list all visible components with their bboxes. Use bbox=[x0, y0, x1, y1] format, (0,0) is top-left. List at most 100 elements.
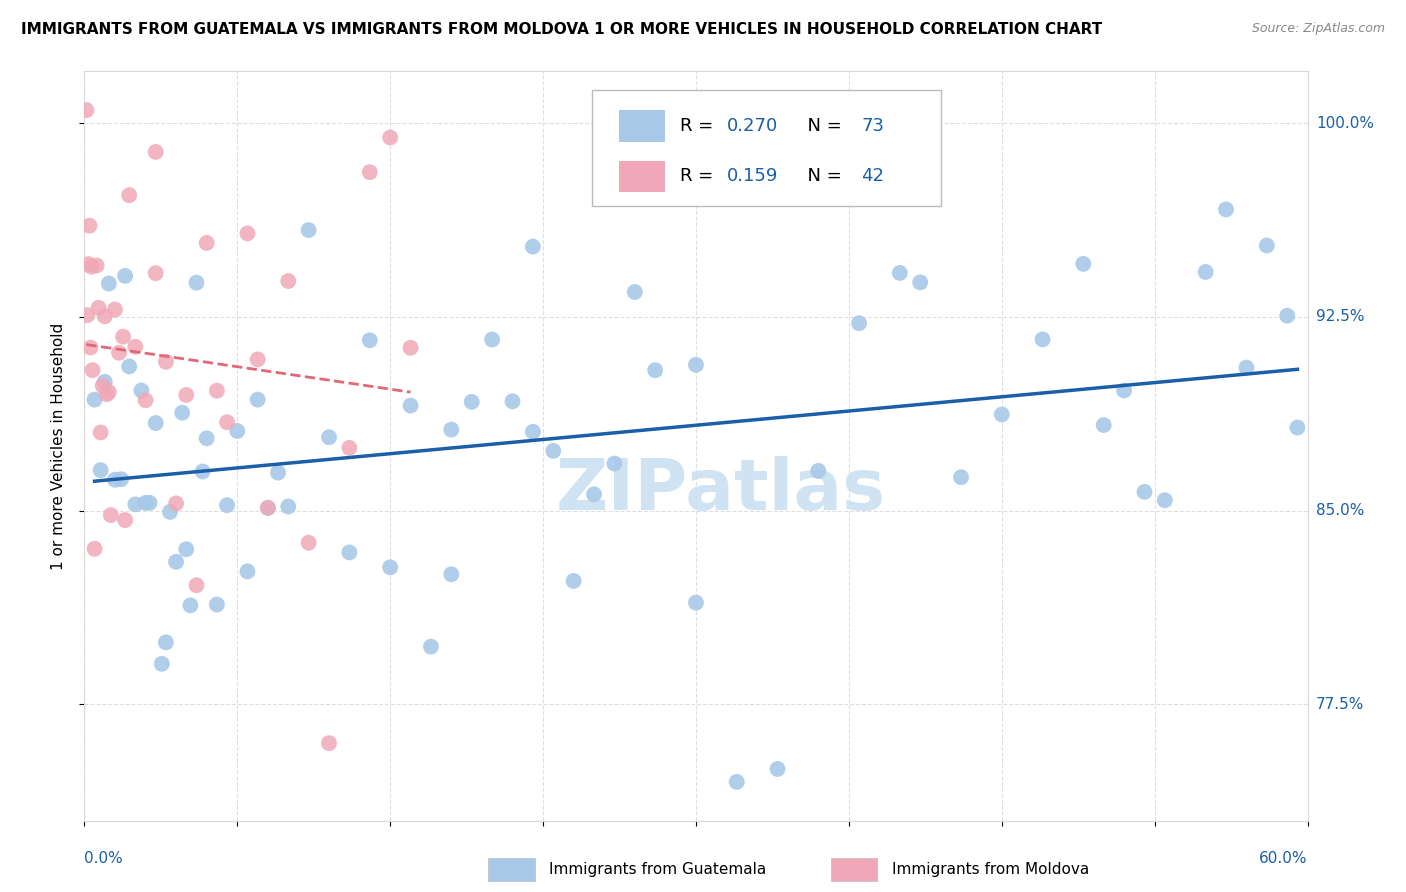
Point bbox=[186, 578, 208, 592]
Point bbox=[135, 496, 157, 510]
Point bbox=[380, 560, 402, 574]
Point bbox=[522, 425, 544, 439]
Point bbox=[481, 333, 503, 347]
Point bbox=[93, 310, 115, 324]
Point bbox=[86, 259, 108, 273]
FancyBboxPatch shape bbox=[619, 161, 665, 192]
Text: Source: ZipAtlas.com: Source: ZipAtlas.com bbox=[1251, 22, 1385, 36]
Text: Immigrants from Moldova: Immigrants from Moldova bbox=[891, 862, 1088, 877]
Point bbox=[359, 165, 381, 179]
Point bbox=[910, 276, 932, 290]
Text: 85.0%: 85.0% bbox=[1316, 503, 1364, 518]
Point bbox=[110, 472, 132, 486]
Point bbox=[131, 384, 153, 398]
Point bbox=[82, 363, 104, 377]
Point bbox=[1277, 309, 1299, 323]
Point bbox=[1092, 418, 1115, 433]
Point bbox=[150, 657, 173, 671]
Text: Immigrants from Guatemala: Immigrants from Guatemala bbox=[550, 862, 766, 877]
Point bbox=[502, 394, 524, 409]
Point bbox=[1195, 265, 1218, 279]
Point bbox=[186, 276, 208, 290]
Point bbox=[83, 541, 105, 556]
Text: 0.0%: 0.0% bbox=[84, 851, 124, 866]
Point bbox=[118, 188, 141, 202]
Point bbox=[685, 358, 707, 372]
Point bbox=[97, 277, 120, 291]
Point bbox=[399, 399, 422, 413]
Point bbox=[77, 257, 100, 271]
Point bbox=[80, 260, 103, 274]
Point bbox=[174, 388, 197, 402]
Point bbox=[1256, 238, 1278, 252]
Point bbox=[1286, 420, 1309, 434]
Point bbox=[83, 392, 105, 407]
Point bbox=[1154, 493, 1177, 508]
Point bbox=[179, 599, 201, 613]
Point bbox=[807, 464, 830, 478]
Text: 77.5%: 77.5% bbox=[1316, 697, 1364, 712]
Point bbox=[685, 596, 707, 610]
Text: R =: R = bbox=[681, 168, 718, 186]
Point bbox=[1236, 360, 1258, 375]
Point bbox=[165, 496, 187, 510]
Point bbox=[562, 574, 585, 588]
Point bbox=[267, 466, 290, 480]
Text: 100.0%: 100.0% bbox=[1316, 116, 1374, 130]
Point bbox=[155, 635, 177, 649]
Point bbox=[461, 394, 484, 409]
Point bbox=[440, 567, 463, 582]
Point bbox=[277, 274, 299, 288]
Text: 60.0%: 60.0% bbox=[1260, 851, 1308, 866]
Point bbox=[104, 473, 127, 487]
Point bbox=[87, 301, 110, 315]
Point bbox=[603, 457, 626, 471]
Point bbox=[90, 463, 112, 477]
Point bbox=[543, 443, 565, 458]
Text: 73: 73 bbox=[860, 117, 884, 135]
Point bbox=[195, 235, 218, 250]
Point bbox=[277, 500, 299, 514]
Point bbox=[420, 640, 443, 654]
Point bbox=[93, 375, 115, 389]
Point bbox=[1073, 257, 1095, 271]
Point bbox=[217, 498, 239, 512]
Point bbox=[318, 736, 340, 750]
Point bbox=[339, 441, 361, 455]
Point bbox=[246, 392, 269, 407]
Point bbox=[104, 302, 127, 317]
Point bbox=[155, 355, 177, 369]
Text: IMMIGRANTS FROM GUATEMALA VS IMMIGRANTS FROM MOLDOVA 1 OR MORE VEHICLES IN HOUSE: IMMIGRANTS FROM GUATEMALA VS IMMIGRANTS … bbox=[21, 22, 1102, 37]
Point bbox=[236, 227, 259, 241]
Point bbox=[159, 505, 181, 519]
Point bbox=[118, 359, 141, 374]
Point bbox=[97, 384, 120, 399]
Point bbox=[79, 219, 101, 233]
Point bbox=[90, 425, 112, 440]
Text: ZIPatlas: ZIPatlas bbox=[555, 457, 886, 525]
Point bbox=[522, 239, 544, 253]
Point bbox=[318, 430, 340, 444]
Point bbox=[76, 308, 98, 322]
Point bbox=[889, 266, 911, 280]
Point bbox=[1215, 202, 1237, 217]
Point bbox=[217, 415, 239, 429]
Point bbox=[950, 470, 973, 484]
Text: N =: N = bbox=[796, 168, 848, 186]
Point bbox=[1133, 484, 1156, 499]
Point bbox=[91, 378, 114, 392]
Point bbox=[991, 408, 1014, 422]
Point bbox=[135, 393, 157, 408]
Point bbox=[114, 268, 136, 283]
Point bbox=[226, 424, 249, 438]
Point bbox=[339, 545, 361, 559]
Point bbox=[257, 500, 280, 515]
Point bbox=[145, 145, 167, 159]
Text: 0.270: 0.270 bbox=[727, 117, 778, 135]
Text: 42: 42 bbox=[860, 168, 884, 186]
Point bbox=[205, 598, 228, 612]
Text: 0.159: 0.159 bbox=[727, 168, 778, 186]
Point bbox=[380, 130, 402, 145]
Point bbox=[75, 103, 97, 117]
Point bbox=[124, 497, 146, 511]
